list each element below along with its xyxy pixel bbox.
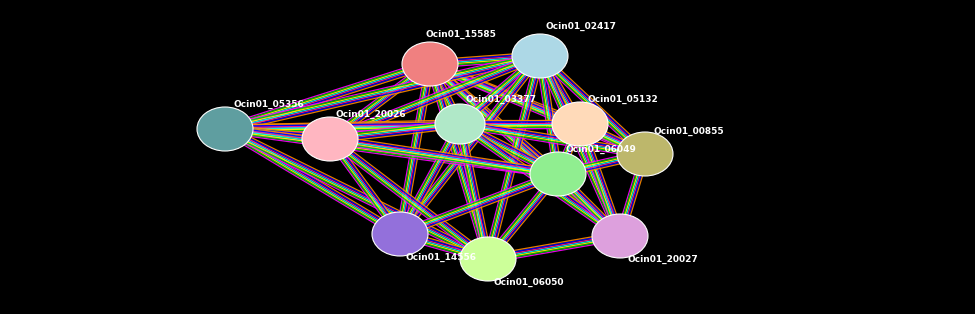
Ellipse shape	[197, 107, 253, 151]
Ellipse shape	[402, 42, 458, 86]
Text: Ocin01_05132: Ocin01_05132	[588, 95, 659, 104]
Text: Ocin01_00855: Ocin01_00855	[653, 127, 723, 136]
Text: Ocin01_03377: Ocin01_03377	[465, 95, 536, 104]
Text: Ocin01_02417: Ocin01_02417	[545, 22, 616, 31]
Ellipse shape	[460, 237, 516, 281]
Text: Ocin01_15585: Ocin01_15585	[425, 30, 496, 39]
Text: Ocin01_06050: Ocin01_06050	[493, 278, 564, 287]
Text: Ocin01_06049: Ocin01_06049	[566, 145, 637, 154]
Text: Ocin01_20027: Ocin01_20027	[628, 255, 699, 264]
Text: Ocin01_14556: Ocin01_14556	[405, 253, 476, 262]
Ellipse shape	[552, 102, 608, 146]
Ellipse shape	[592, 214, 648, 258]
Ellipse shape	[302, 117, 358, 161]
Ellipse shape	[372, 212, 428, 256]
Text: Ocin01_20026: Ocin01_20026	[335, 110, 406, 119]
Text: Ocin01_05356: Ocin01_05356	[233, 100, 304, 109]
Ellipse shape	[435, 104, 485, 144]
Ellipse shape	[512, 34, 568, 78]
Ellipse shape	[617, 132, 673, 176]
Ellipse shape	[530, 152, 586, 196]
